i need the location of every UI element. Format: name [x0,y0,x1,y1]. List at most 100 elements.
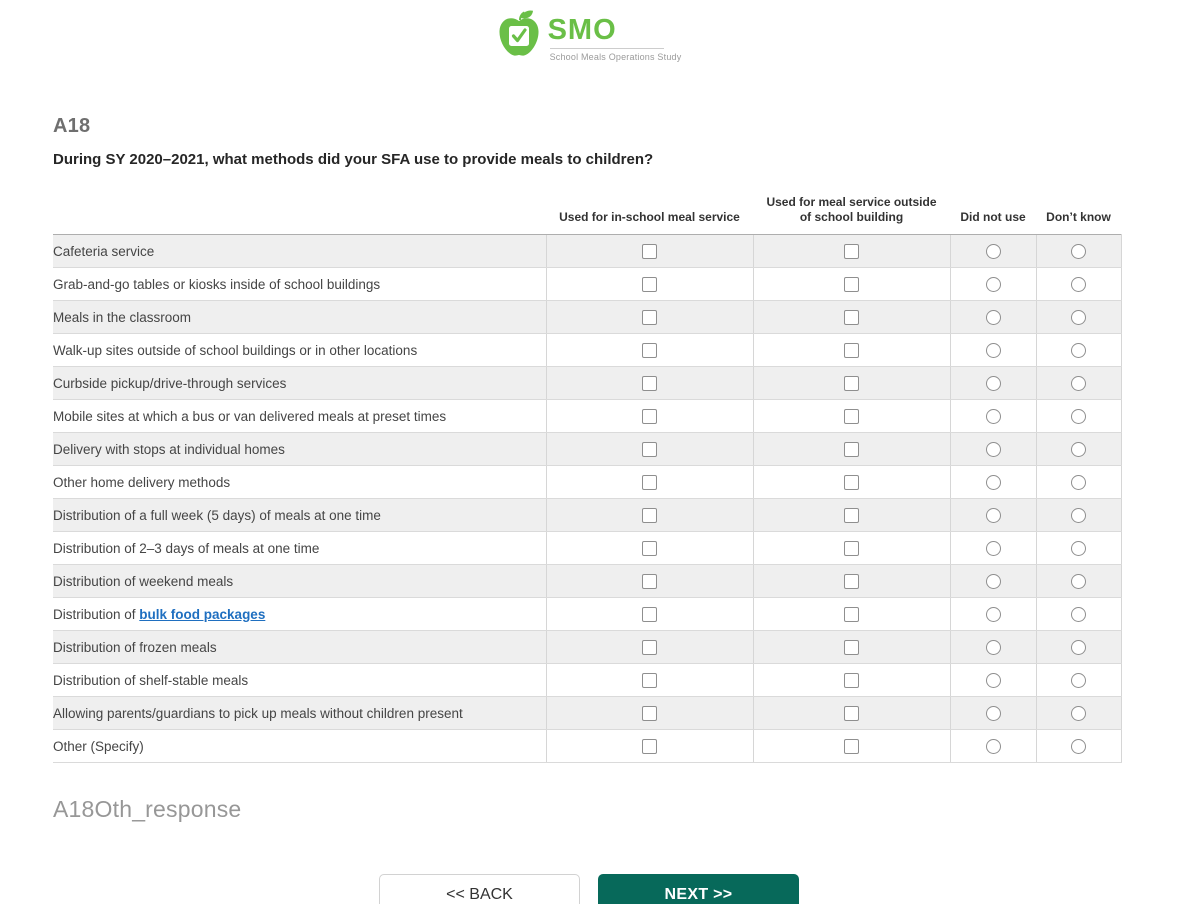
radio-did-not-use[interactable] [985,738,1001,754]
table-row: Distribution of weekend meals [53,564,1122,598]
checkbox-in-school[interactable] [642,738,657,754]
checkbox-outside[interactable] [844,375,859,391]
answer-cell [752,597,950,631]
row-label: Distribution of 2–3 days of meals at one… [53,531,546,565]
row-label-link[interactable]: bulk food packages [139,606,266,622]
radio-dont-know[interactable] [1071,408,1086,424]
row-label: Cafeteria service [53,234,546,268]
checkbox-in-school[interactable] [642,375,657,391]
checkbox-outside[interactable] [844,342,859,358]
radio-dont-know[interactable] [1071,705,1086,721]
answer-cell [752,267,950,301]
radio-did-not-use[interactable] [985,276,1001,292]
radio-did-not-use[interactable] [985,540,1001,556]
radio-dont-know[interactable] [1071,507,1086,523]
checkbox-in-school[interactable] [642,276,657,292]
answer-cell [949,234,1036,268]
row-label: Distribution of a full week (5 days) of … [53,498,546,532]
radio-dont-know[interactable] [1071,639,1086,655]
answer-cell [949,399,1036,433]
checkbox-outside[interactable] [844,672,859,688]
table-row: Distribution of bulk food packages [53,597,1122,631]
row-label-text: Distribution of 2–3 days of meals at one… [53,540,320,556]
checkbox-in-school[interactable] [642,606,657,622]
checkbox-outside[interactable] [844,309,859,325]
radio-dont-know[interactable] [1071,738,1086,754]
radio-dont-know[interactable] [1071,474,1086,490]
radio-did-not-use[interactable] [985,342,1001,358]
checkbox-outside[interactable] [844,573,859,589]
answer-cell [1035,267,1122,301]
checkbox-outside[interactable] [844,243,859,259]
radio-dont-know[interactable] [1071,375,1086,391]
radio-did-not-use[interactable] [985,375,1001,391]
table-row: Grab-and-go tables or kiosks inside of s… [53,267,1122,301]
radio-dont-know[interactable] [1071,276,1086,292]
radio-did-not-use[interactable] [985,573,1001,589]
radio-dont-know[interactable] [1071,309,1086,325]
answer-cell [752,498,950,532]
checkbox-outside[interactable] [844,474,859,490]
radio-dont-know[interactable] [1071,672,1086,688]
radio-did-not-use[interactable] [985,672,1001,688]
radio-did-not-use[interactable] [985,474,1001,490]
checkbox-in-school[interactable] [642,441,657,457]
checkbox-outside[interactable] [844,606,859,622]
checkbox-in-school[interactable] [642,705,657,721]
checkbox-in-school[interactable] [642,672,657,688]
checkbox-in-school[interactable] [642,309,657,325]
checkbox-in-school[interactable] [642,639,657,655]
radio-did-not-use[interactable] [985,408,1001,424]
radio-did-not-use[interactable] [985,441,1001,457]
row-label-header [53,195,546,235]
checkbox-in-school[interactable] [642,342,657,358]
checkbox-outside[interactable] [844,276,859,292]
radio-did-not-use[interactable] [985,309,1001,325]
answer-cell [545,531,753,565]
answer-cell [545,630,753,664]
radio-dont-know[interactable] [1071,573,1086,589]
checkbox-outside[interactable] [844,540,859,556]
checkbox-in-school[interactable] [642,474,657,490]
checkbox-in-school[interactable] [642,243,657,259]
answer-cell [545,432,753,466]
checkbox-outside[interactable] [844,639,859,655]
radio-dont-know[interactable] [1071,606,1086,622]
checkbox-outside[interactable] [844,507,859,523]
radio-did-not-use[interactable] [985,243,1001,259]
radio-dont-know[interactable] [1071,342,1086,358]
answer-cell [949,630,1036,664]
row-label: Curbside pickup/drive-through services [53,366,546,400]
radio-did-not-use[interactable] [985,705,1001,721]
checkbox-outside[interactable] [844,705,859,721]
answer-cell [949,366,1036,400]
row-label-text: Other home delivery methods [53,474,231,490]
radio-did-not-use[interactable] [985,639,1001,655]
row-label: Mobile sites at which a bus or van deliv… [53,399,546,433]
radio-dont-know[interactable] [1071,441,1086,457]
answer-cell [949,729,1036,763]
checkbox-outside[interactable] [844,441,859,457]
back-button[interactable]: << BACK [379,874,580,904]
radio-did-not-use[interactable] [985,606,1001,622]
answer-cell [1035,696,1122,730]
answer-cell [752,234,950,268]
answer-cell [752,564,950,598]
checkbox-in-school[interactable] [642,408,657,424]
checkbox-outside[interactable] [844,738,859,754]
row-label: Other (Specify) [53,729,546,763]
table-row: Distribution of frozen meals [53,630,1122,664]
answer-cell [949,498,1036,532]
checkbox-in-school[interactable] [642,540,657,556]
row-label-text: Distribution of [53,606,140,622]
checkbox-in-school[interactable] [642,573,657,589]
radio-dont-know[interactable] [1071,243,1086,259]
next-button[interactable]: NEXT >> [598,874,799,904]
radio-dont-know[interactable] [1071,540,1086,556]
radio-did-not-use[interactable] [985,507,1001,523]
column-header-outside: Used for meal service outside of school … [753,195,950,235]
table-row: Walk-up sites outside of school building… [53,333,1122,367]
checkbox-outside[interactable] [844,408,859,424]
checkbox-in-school[interactable] [642,507,657,523]
table-row: Delivery with stops at individual homes [53,432,1122,466]
